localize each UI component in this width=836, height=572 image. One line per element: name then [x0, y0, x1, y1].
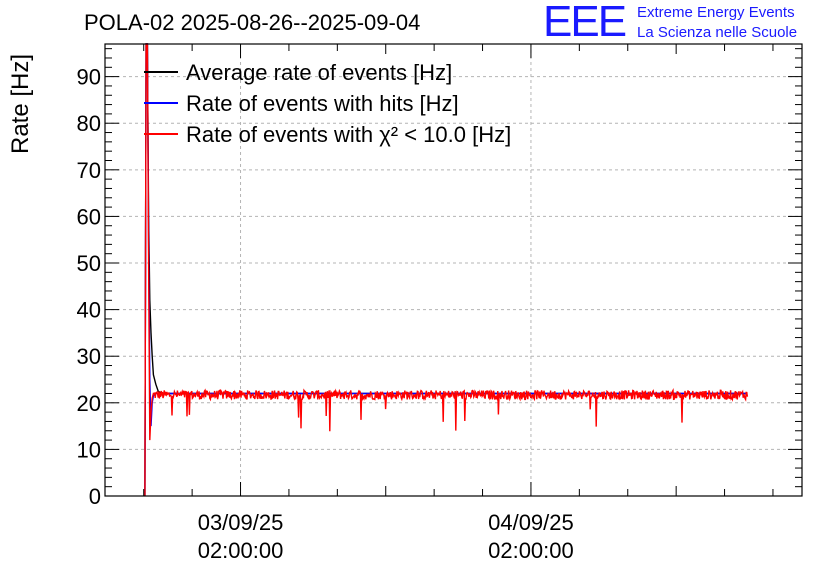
y-tick-label: 0 [89, 484, 101, 509]
y-tick-label: 60 [77, 204, 101, 229]
x-tick-label-date: 03/09/25 [198, 510, 284, 535]
x-tick-label-time: 02:00:00 [488, 538, 574, 563]
logo-subtitle-2: La Scienza nelle Scuole [637, 24, 798, 41]
chart-title: POLA-02 2025-08-26--2025-09-04 [84, 10, 421, 35]
plot-frame [104, 43, 803, 497]
y-tick-label: 10 [77, 437, 101, 462]
y-axis-label: Rate [Hz] [7, 54, 34, 154]
legend-label: Rate of events with hits [Hz] [186, 91, 459, 116]
legend-label: Rate of events with χ² < 10.0 [Hz] [186, 122, 511, 147]
legend: Average rate of events [Hz] Rate of event… [144, 60, 511, 147]
y-tick-label: 90 [77, 65, 101, 90]
y-tick-label: 30 [77, 344, 101, 369]
y-tick-label: 40 [77, 298, 101, 323]
y-tick-label: 70 [77, 158, 101, 183]
y-tick-label: 80 [77, 111, 101, 136]
legend-label: Average rate of events [Hz] [186, 60, 452, 85]
eee-logo: EEE [543, 0, 627, 46]
series-line-3 [144, 43, 749, 497]
x-tick-label-date: 04/09/25 [488, 510, 574, 535]
axes: 0 10 20 30 40 50 60 70 80 90 03/09/25 02:00:00 04/09… [77, 43, 803, 563]
x-tick-label-time: 02:00:00 [198, 538, 284, 563]
grid [105, 44, 802, 496]
y-tick-label: 50 [77, 251, 101, 276]
y-tick-label: 20 [77, 391, 101, 416]
series-group [144, 43, 749, 497]
logo-subtitle-1: Extreme Energy Events [637, 4, 795, 21]
